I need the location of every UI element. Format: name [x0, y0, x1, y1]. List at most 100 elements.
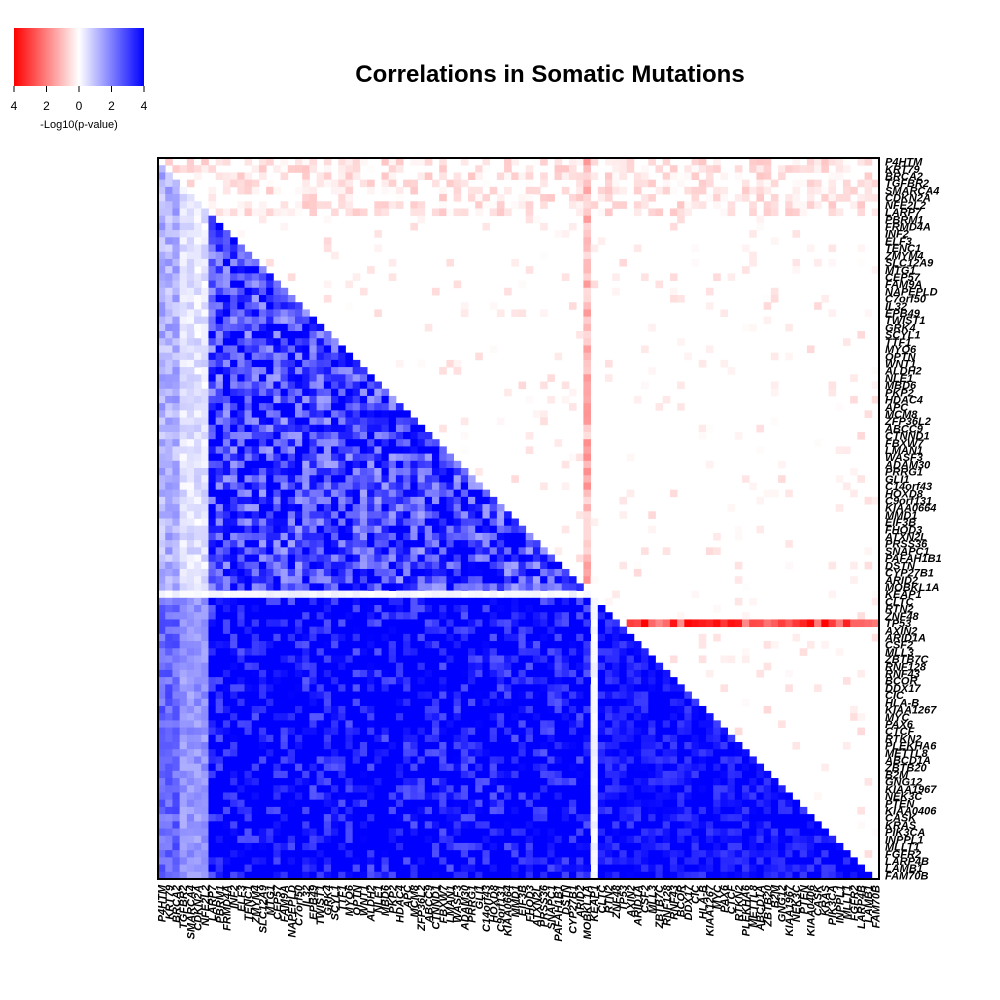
heatmap-cell — [179, 294, 188, 303]
heatmap-cell — [460, 446, 469, 455]
heatmap-cell — [244, 821, 253, 829]
heatmap-cell — [460, 489, 469, 498]
heatmap-cell — [251, 778, 260, 786]
heatmap-cell — [186, 352, 195, 361]
heatmap-cell — [641, 720, 649, 728]
heatmap-cell — [742, 806, 750, 815]
heatmap-cell — [338, 504, 346, 512]
heatmap-cell — [525, 641, 534, 649]
heatmap-cell — [475, 770, 483, 779]
heatmap-cell — [388, 756, 397, 765]
heatmap-cell — [316, 431, 325, 440]
heatmap-cell — [439, 749, 447, 757]
heatmap-cell — [395, 799, 404, 808]
heatmap-cell — [338, 655, 346, 664]
heatmap-cell — [417, 424, 426, 433]
heatmap-cell — [633, 742, 642, 750]
heatmap-cell — [186, 273, 195, 281]
heatmap-cell — [251, 525, 260, 534]
heatmap-cell — [460, 576, 469, 584]
heatmap-cell — [230, 258, 238, 267]
heatmap-cell — [669, 698, 678, 707]
heatmap-cell — [222, 431, 231, 440]
heatmap-cell — [532, 186, 541, 195]
heatmap-cell — [403, 662, 411, 671]
heatmap-cell — [698, 763, 707, 772]
heatmap-cell — [583, 395, 591, 404]
heatmap-cell — [381, 561, 390, 570]
heatmap-cell — [309, 576, 318, 584]
heatmap-cell — [244, 698, 253, 707]
heatmap-cell — [705, 734, 714, 743]
heatmap-cell — [518, 806, 527, 815]
heatmap-cell — [655, 770, 664, 779]
heatmap-cell — [172, 778, 181, 786]
heatmap-cell — [222, 605, 231, 613]
heatmap-cell — [338, 698, 346, 707]
heatmap-cell — [395, 475, 404, 483]
heatmap-cell — [208, 727, 217, 736]
heatmap-cell — [583, 641, 591, 649]
heatmap-cell — [554, 727, 563, 736]
heatmap-cell — [165, 446, 173, 455]
heatmap-cell — [352, 172, 361, 181]
heatmap-cell — [453, 482, 462, 491]
heatmap-cell — [230, 583, 238, 591]
heatmap-cell — [273, 424, 281, 433]
heatmap-cell — [208, 540, 217, 548]
heatmap-cell — [251, 395, 260, 404]
heatmap-cell — [446, 496, 455, 505]
heatmap-cell — [648, 677, 656, 685]
heatmap-cell — [395, 424, 404, 433]
heatmap-cell — [424, 468, 433, 476]
heatmap-cell — [323, 532, 332, 541]
heatmap-cell — [230, 331, 238, 339]
heatmap-cell — [215, 287, 224, 296]
heatmap-cell — [648, 669, 656, 678]
heatmap-cell — [294, 713, 303, 721]
heatmap-cell — [338, 749, 346, 757]
heatmap-cell — [504, 770, 512, 779]
heatmap-cell — [576, 208, 584, 217]
heatmap-cell — [612, 698, 620, 707]
heatmap-cell — [619, 763, 628, 772]
heatmap-cell — [280, 208, 289, 217]
heatmap-cell — [158, 273, 166, 281]
heatmap-cell — [410, 756, 418, 765]
heatmap-cell — [554, 583, 563, 591]
heatmap-cell — [395, 778, 404, 786]
heatmap-cell — [511, 626, 519, 635]
heatmap-cell — [194, 424, 202, 433]
heatmap-cell — [547, 633, 555, 642]
heatmap-cell — [410, 619, 418, 628]
heatmap-cell — [626, 742, 635, 750]
heatmap-cell — [251, 489, 260, 498]
heatmap-cell — [172, 388, 181, 397]
heatmap-cell — [410, 186, 418, 195]
heatmap-cell — [172, 655, 181, 664]
heatmap-cell — [331, 439, 339, 447]
heatmap-cell — [186, 439, 195, 447]
heatmap-cell — [742, 266, 750, 274]
heatmap-cell — [172, 395, 181, 404]
heatmap-cell — [677, 806, 685, 815]
heatmap-cell — [331, 403, 339, 411]
heatmap-cell — [482, 727, 491, 736]
heatmap-cell — [496, 525, 505, 534]
heatmap-cell — [446, 799, 455, 808]
heatmap-cell — [374, 540, 382, 548]
heatmap-cell — [633, 244, 642, 253]
heatmap-cell — [323, 374, 332, 382]
heatmap-cell — [186, 468, 195, 476]
heatmap-cell — [258, 496, 267, 505]
heatmap-cell — [280, 165, 289, 173]
heatmap-cell — [511, 778, 519, 786]
heatmap-cell — [742, 749, 750, 757]
heatmap-cell — [496, 799, 505, 808]
heatmap-cell — [273, 597, 281, 606]
heatmap-cell — [403, 496, 411, 505]
heatmap-cell — [669, 742, 678, 750]
heatmap-cell — [669, 778, 678, 786]
heatmap-cell — [453, 684, 462, 692]
heatmap-cell — [453, 568, 462, 577]
